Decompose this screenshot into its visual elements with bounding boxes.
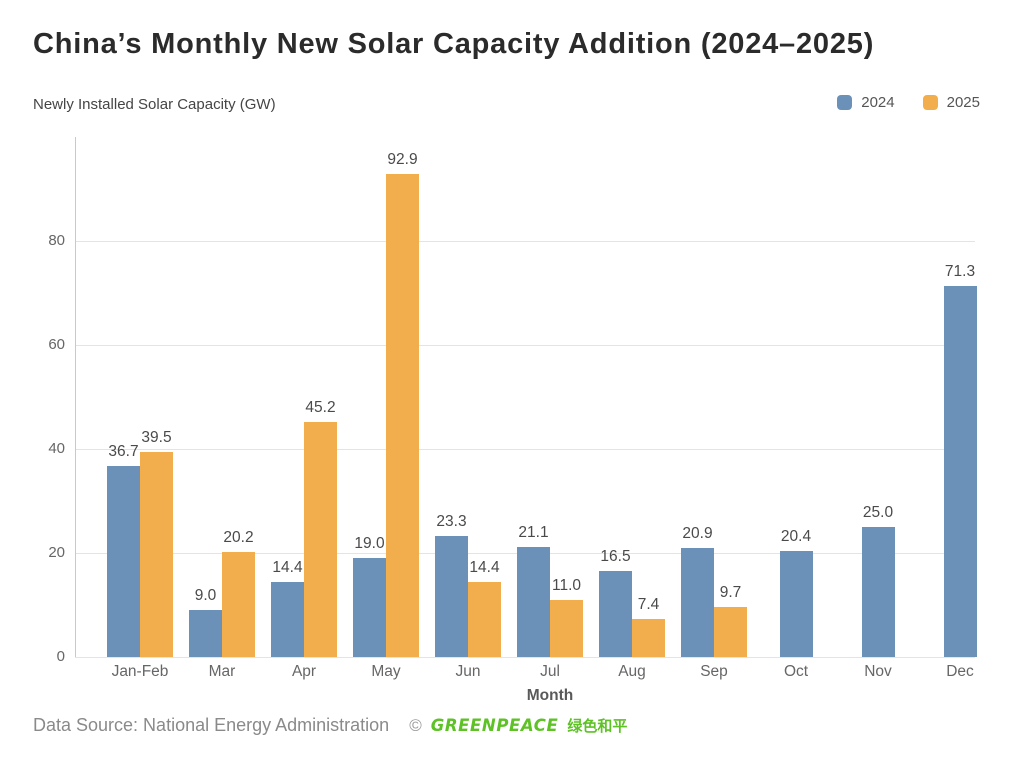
copyright-icon: © xyxy=(409,715,422,735)
bar-value-label-2024-Apr: 14.4 xyxy=(272,559,303,577)
bar-2024-Dec[interactable] xyxy=(943,286,977,657)
legend: 2024 2025 xyxy=(837,94,980,111)
bar-value-label-2025-Jan-Feb: 39.5 xyxy=(141,428,172,446)
gridline-80 xyxy=(75,240,975,242)
x-tick-label-Dec: Dec xyxy=(946,663,974,680)
bar-value-label-2024-Mar: 9.0 xyxy=(194,587,217,605)
bar-2024-Jun[interactable] xyxy=(435,535,468,657)
x-tick-label-Nov: Nov xyxy=(864,663,892,680)
bar-value-label-2025-Mar: 20.2 xyxy=(223,528,254,546)
legend-label-2025: 2025 xyxy=(946,94,980,111)
bar-value-label-2025-Aug: 7.4 xyxy=(637,595,660,613)
bar-value-label-2024-Jun: 23.3 xyxy=(436,512,467,530)
y-tick-label-60: 60 xyxy=(48,336,65,353)
bar-value-label-2025-May: 92.9 xyxy=(387,150,418,168)
bar-2025-Jul[interactable] xyxy=(550,599,583,657)
y-tick-label-20: 20 xyxy=(48,544,65,561)
bar-value-label-2025-Apr: 45.2 xyxy=(305,398,336,416)
legend-swatch-2024-icon xyxy=(837,95,853,110)
bar-value-label-2024-Aug: 16.5 xyxy=(600,548,631,566)
bar-value-label-2024-Dec: 71.3 xyxy=(944,263,976,281)
bar-2024-Jan-Feb[interactable] xyxy=(107,466,140,657)
y-axis-units-label: Newly Installed Solar Capacity (GW) xyxy=(33,96,276,113)
bar-value-label-2025-Jun: 14.4 xyxy=(469,559,500,577)
bar-2024-Jul[interactable] xyxy=(517,547,550,657)
gridline-40 xyxy=(75,448,975,450)
bar-2025-Aug[interactable] xyxy=(632,618,665,657)
bar-2025-Sep[interactable] xyxy=(714,606,747,657)
y-tick-label-40: 40 xyxy=(48,440,65,457)
x-tick-label-Jun: Jun xyxy=(455,663,481,680)
chart-title: China’s Monthly New Solar Capacity Addit… xyxy=(33,28,875,60)
bar-2024-Nov[interactable] xyxy=(861,527,895,657)
legend-label-2024: 2024 xyxy=(861,94,895,111)
bar-value-label-2024-Jul: 21.1 xyxy=(518,524,549,542)
bar-2024-May[interactable] xyxy=(353,558,386,657)
y-tick-label-0: 0 xyxy=(56,648,65,665)
legend-item-2025[interactable]: 2025 xyxy=(922,94,980,111)
bar-value-label-2024-Sep: 20.9 xyxy=(682,525,713,543)
x-tick-label-Sep: Sep xyxy=(700,663,728,680)
x-tick-label-Aug: Aug xyxy=(618,663,646,680)
bar-value-label-2024-Nov: 25.0 xyxy=(862,504,894,521)
footer: Data Source: National Energy Administrat… xyxy=(33,715,627,736)
bar-value-label-2025-Jul: 11.0 xyxy=(551,576,582,594)
bar-value-label-2024-May: 19.0 xyxy=(354,535,385,553)
bar-2025-Mar[interactable] xyxy=(222,551,255,657)
bar-value-label-2024-Oct: 20.4 xyxy=(780,527,812,545)
bar-2025-Jun[interactable] xyxy=(468,582,501,657)
x-tick-label-Oct: Oct xyxy=(783,663,809,680)
greenpeace-logo: GREENPEACE xyxy=(430,716,559,735)
x-tick-label-Jul: Jul xyxy=(540,663,560,680)
legend-item-2024[interactable]: 2024 xyxy=(837,94,895,111)
bar-2025-Apr[interactable] xyxy=(304,421,337,657)
bar-value-label-2025-Sep: 9.7 xyxy=(719,583,742,601)
gridline-0 xyxy=(75,656,975,658)
bar-value-label-2024-Jan-Feb: 36.7 xyxy=(108,443,139,461)
bar-2025-Jan-Feb[interactable] xyxy=(140,451,173,657)
x-tick-label-Jan-Feb: Jan-Feb xyxy=(111,663,169,680)
x-tick-label-May: May xyxy=(371,663,401,680)
legend-swatch-2025-icon xyxy=(922,95,938,110)
x-axis-title: Month xyxy=(526,687,574,704)
bar-2024-Aug[interactable] xyxy=(599,571,632,657)
bar-2024-Mar[interactable] xyxy=(189,610,222,657)
bar-2024-Oct[interactable] xyxy=(779,550,813,657)
bar-2024-Sep[interactable] xyxy=(681,548,714,657)
y-tick-label-80: 80 xyxy=(48,232,65,249)
x-tick-label-Apr: Apr xyxy=(291,663,317,680)
bar-2024-Apr[interactable] xyxy=(271,582,304,657)
gridline-60 xyxy=(75,344,975,346)
data-source-text: Data Source: National Energy Administrat… xyxy=(33,715,390,735)
x-tick-label-Mar: Mar xyxy=(208,663,236,680)
greenpeace-chinese-name: 绿色和平 xyxy=(567,717,628,735)
y-axis-line xyxy=(75,137,76,657)
bar-2025-May[interactable] xyxy=(386,173,419,657)
